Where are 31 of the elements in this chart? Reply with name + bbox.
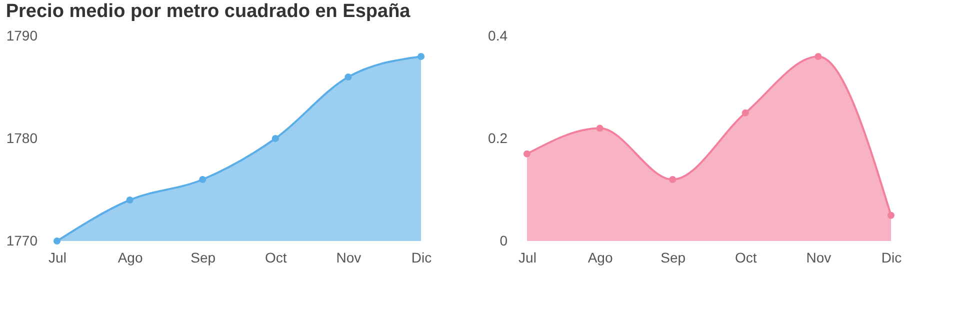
point — [887, 212, 895, 219]
point — [417, 52, 425, 60]
y-tick-label: 0.2 — [488, 130, 508, 146]
x-tick-label: Jul — [518, 250, 536, 266]
x-tick-label: Nov — [336, 250, 362, 266]
y-tick-label: 1780 — [6, 130, 38, 146]
point — [199, 176, 206, 184]
point — [596, 124, 604, 132]
point — [742, 109, 749, 116]
point — [272, 134, 279, 142]
x-tick-label: Nov — [806, 250, 832, 266]
x-tick-label: Jul — [48, 250, 66, 266]
x-tick-label: Ago — [588, 250, 613, 266]
point — [814, 52, 822, 60]
point — [669, 176, 676, 184]
x-tick-label: Dic — [411, 250, 432, 266]
point — [523, 150, 531, 158]
x-tick-label: Sep — [190, 250, 216, 266]
y-tick-label: 1770 — [6, 232, 38, 248]
y-tick-label: 0.4 — [488, 28, 508, 44]
x-tick-label: Sep — [660, 250, 686, 266]
x-tick-label: Ago — [118, 250, 143, 266]
point — [344, 73, 352, 81]
x-tick-label: Oct — [735, 250, 757, 266]
x-tick-label: Oct — [265, 250, 287, 266]
chart-title: Precio medio por metro cuadrado en España — [6, 1, 411, 22]
point — [126, 196, 134, 204]
x-tick-label: Dic — [881, 250, 902, 266]
point — [53, 237, 61, 245]
y-tick-label: 1790 — [6, 28, 38, 44]
y-tick-label: 0 — [500, 232, 508, 248]
